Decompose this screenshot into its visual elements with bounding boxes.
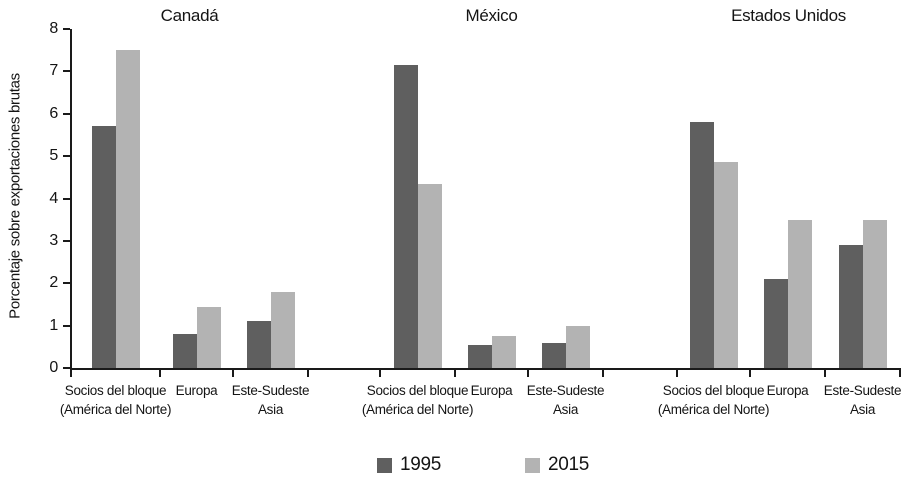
panel-title: Estados Unidos — [731, 6, 846, 25]
category-label-line: Asia — [257, 401, 284, 417]
category-label: Este-Sudeste Asia — [778, 382, 903, 420]
x-tick-mark — [676, 370, 678, 377]
category-label: Europa — [112, 382, 282, 401]
bar-2015 — [196, 306, 221, 368]
legend-item: 1995 — [377, 454, 441, 476]
y-tick-mark — [63, 367, 70, 369]
y-tick-mark — [63, 324, 70, 327]
bar-2015 — [862, 219, 887, 368]
x-tick-mark — [824, 370, 826, 377]
panel-title: Canadá — [160, 6, 219, 25]
category-label-line: Socios del bloque — [366, 383, 469, 398]
category-label-line: Europa — [766, 383, 809, 398]
x-tick-mark — [159, 370, 161, 377]
bar-1995 — [91, 126, 116, 368]
bar-1995 — [467, 344, 492, 368]
category-label-line: Asia — [849, 401, 876, 417]
bar-2015 — [417, 183, 442, 368]
x-tick-mark — [602, 370, 604, 377]
category-label-line: Europa — [175, 383, 218, 398]
bar-2015 — [115, 50, 140, 368]
category-label-line: Este-Sudeste — [823, 383, 902, 398]
y-tick-mark — [63, 28, 70, 30]
legend-item: 2015 — [525, 454, 589, 476]
y-tick-label: 8 — [49, 20, 58, 37]
legend-swatch-2015 — [525, 457, 540, 473]
bar-1995 — [172, 334, 197, 368]
x-tick-mark — [454, 370, 456, 377]
y-tick-label: 1 — [49, 316, 58, 334]
bar-1995 — [246, 321, 271, 368]
y-tick-mark — [63, 70, 70, 73]
category-label-line: (América del Norte) — [657, 401, 770, 417]
category-label-line: Socios del bloque — [662, 383, 765, 398]
category-label-line: Europa — [470, 383, 513, 398]
x-tick-mark — [749, 370, 751, 377]
y-axis-line — [70, 29, 72, 370]
category-label-line: Asia — [552, 401, 579, 417]
category-label: Socios del bloque (América del Norte) — [629, 382, 799, 420]
x-tick-mark — [899, 370, 901, 377]
x-axis-line — [70, 368, 901, 370]
category-label-line: Socios del bloque — [64, 383, 167, 398]
y-tick-mark — [63, 112, 70, 115]
y-axis-label: Porcentaje sobre exportaciones brutas — [6, 73, 24, 319]
bar-2015 — [787, 219, 812, 368]
x-tick-mark — [527, 370, 529, 377]
category-label: Europa — [703, 382, 873, 401]
category-label-line: (América del Norte) — [59, 401, 172, 417]
category-label: Este-Sudeste Asia — [186, 382, 356, 420]
y-tick-label: 4 — [49, 189, 58, 207]
y-tick-mark — [63, 197, 70, 200]
y-tick-label: 2 — [49, 274, 58, 292]
legend-label: 1995 — [400, 454, 442, 475]
x-tick-mark — [379, 370, 381, 377]
bar-1995 — [838, 245, 863, 368]
y-tick-label: 3 — [49, 231, 58, 249]
category-label-line: Este-Sudeste — [526, 383, 605, 398]
legend-label: 2015 — [548, 454, 590, 475]
y-tick-label: 6 — [49, 104, 58, 122]
bar-2015 — [565, 325, 590, 368]
bar-2015 — [491, 336, 516, 368]
category-label-line: Este-Sudeste — [231, 383, 310, 398]
category-label: Socios del bloque (América del Norte) — [31, 382, 201, 420]
x-tick-mark — [307, 370, 309, 377]
category-label: Este-Sudeste Asia — [481, 382, 651, 420]
category-label: Socios del bloque (América del Norte) — [333, 382, 503, 420]
bar-1995 — [393, 65, 418, 368]
chart-legend: 1995 2015 — [0, 452, 903, 478]
y-tick-mark — [63, 155, 70, 158]
category-label: Europa — [407, 382, 577, 401]
panel-title: México — [465, 6, 518, 25]
y-tick-label: 0 — [49, 359, 58, 376]
x-tick-mark — [70, 370, 72, 377]
bar-2015 — [713, 162, 738, 368]
y-tick-label: 7 — [49, 62, 58, 80]
bar-1995 — [541, 342, 566, 368]
bar-1995 — [689, 122, 714, 368]
x-tick-mark — [232, 370, 234, 377]
y-tick-mark — [63, 239, 70, 242]
y-tick-label: 5 — [49, 147, 58, 165]
y-tick-mark — [63, 282, 70, 285]
legend-swatch-1995 — [377, 457, 392, 473]
category-label-line: (América del Norte) — [361, 401, 474, 417]
bar-1995 — [763, 279, 788, 368]
bar-2015 — [270, 291, 295, 368]
